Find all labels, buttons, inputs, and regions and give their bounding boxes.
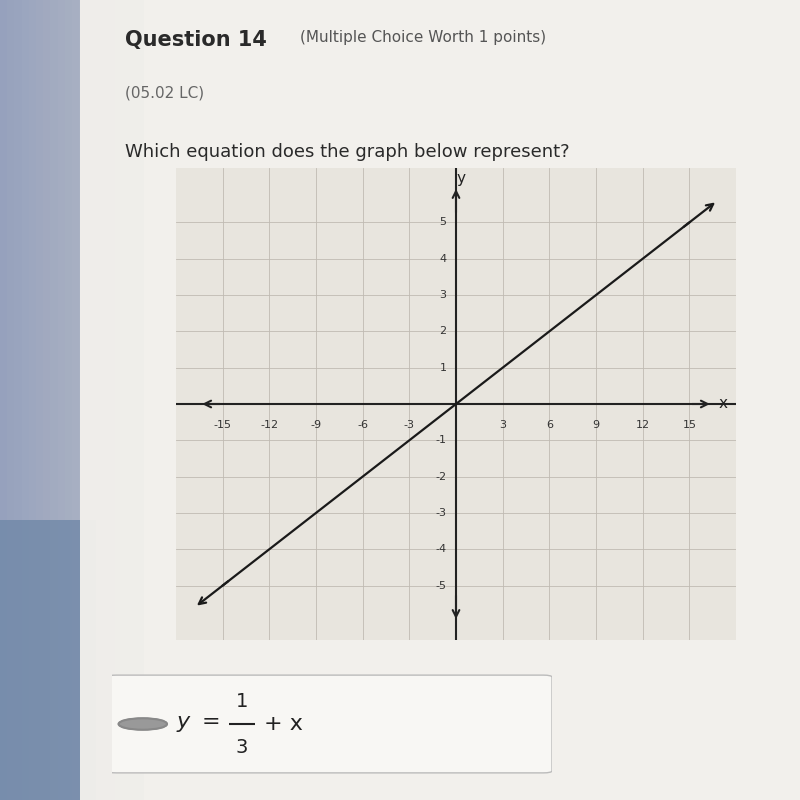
Bar (7, 0, 14, 800)
Text: Question 14: Question 14 (126, 30, 267, 50)
Bar (122, 0, 130, 800)
Text: x: x (719, 397, 728, 411)
Text: + x: + x (264, 714, 302, 734)
Text: -15: -15 (214, 420, 232, 430)
Bar (0, 520, 96, 800)
Text: -3: -3 (404, 420, 415, 430)
Text: -2: -2 (435, 472, 446, 482)
Text: 3: 3 (440, 290, 446, 300)
Text: -6: -6 (357, 420, 368, 430)
Bar (29, 0, 36, 800)
Bar (86, 0, 94, 800)
Text: 3: 3 (499, 420, 506, 430)
Bar (36, 0, 43, 800)
Text: 2: 2 (439, 326, 446, 336)
Text: 1: 1 (236, 692, 248, 710)
Text: 9: 9 (593, 420, 599, 430)
Bar (137, 0, 144, 800)
Bar (0, 0, 7, 800)
Text: -1: -1 (436, 435, 446, 446)
Bar (94, 0, 101, 800)
Text: 6: 6 (546, 420, 553, 430)
Circle shape (118, 718, 167, 730)
Bar (72, 0, 79, 800)
FancyBboxPatch shape (107, 675, 552, 773)
Text: 1: 1 (440, 362, 446, 373)
Text: -3: -3 (436, 508, 446, 518)
Text: 5: 5 (440, 218, 446, 227)
Text: -5: -5 (436, 581, 446, 590)
Text: -4: -4 (435, 544, 446, 554)
Bar (58, 0, 65, 800)
Text: -9: -9 (310, 420, 322, 430)
Text: 12: 12 (636, 420, 650, 430)
Text: y: y (457, 171, 466, 186)
Bar (22, 0, 29, 800)
Text: 4: 4 (439, 254, 446, 264)
Text: (Multiple Choice Worth 1 points): (Multiple Choice Worth 1 points) (300, 30, 546, 46)
Text: 3: 3 (236, 738, 248, 758)
Text: Which equation does the graph below represent?: Which equation does the graph below repr… (126, 142, 570, 161)
Bar (50, 0, 58, 800)
Bar (79, 0, 86, 800)
Text: (05.02 LC): (05.02 LC) (126, 85, 205, 100)
Bar (14, 0, 22, 800)
Text: $y\ =\ $: $y\ =\ $ (176, 714, 219, 734)
Bar (108, 0, 115, 800)
Bar (65, 0, 72, 800)
Bar (130, 0, 137, 800)
Bar (43, 0, 50, 800)
Bar (101, 0, 108, 800)
Text: 15: 15 (682, 420, 696, 430)
Bar (115, 0, 122, 800)
Text: -12: -12 (260, 420, 278, 430)
